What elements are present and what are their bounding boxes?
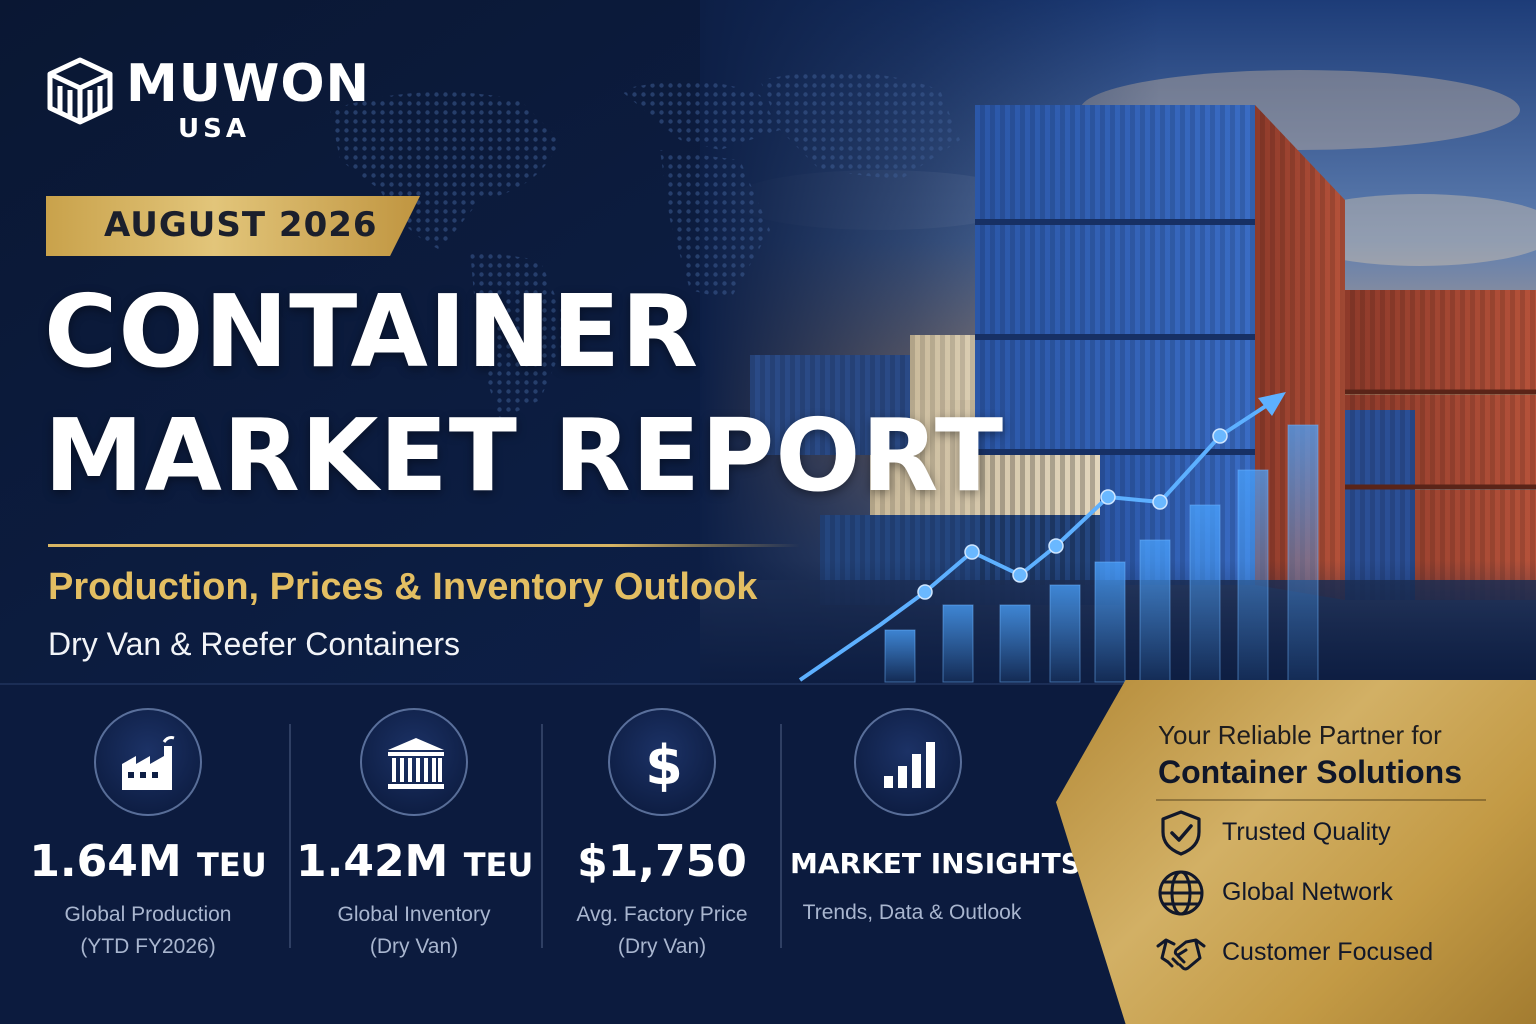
stat-icon-circle xyxy=(854,708,962,816)
feature-trusted-quality: Trusted Quality xyxy=(1156,808,1516,858)
feature-global-network: Global Network xyxy=(1156,868,1516,918)
stat-insights-label: Trends, Data & Outlook xyxy=(802,901,1022,924)
stat-divider xyxy=(541,724,543,948)
dollar-icon: $ xyxy=(645,734,683,796)
stat-production-label: Global Production xyxy=(64,903,232,926)
shield-check-icon xyxy=(1161,810,1201,856)
stat-price: $ $1,750 Avg. Factory Price (Dry Van) xyxy=(551,708,773,968)
brand-logo: MUWON USA xyxy=(46,50,386,150)
partner-headline: Container Solutions xyxy=(1158,754,1462,790)
headline-line-2: MARKET REPORT xyxy=(44,397,1005,514)
date-badge-label: AUGUST 2026 xyxy=(104,205,378,245)
stat-icon-circle xyxy=(94,708,202,816)
bar-chart-icon xyxy=(884,742,935,788)
date-badge: AUGUST 2026 xyxy=(46,196,420,256)
globe-icon xyxy=(1158,870,1204,916)
stat-divider xyxy=(780,724,782,948)
stat-price-sublabel: (Dry Van) xyxy=(617,935,707,958)
headline-subtitle: Production, Prices & Inventory Outlook xyxy=(48,566,758,608)
stat-divider xyxy=(289,724,291,948)
warehouse-icon xyxy=(388,738,444,789)
partner-tagline: Your Reliable Partner for xyxy=(1158,720,1442,750)
headline-subline: Dry Van & Reefer Containers xyxy=(48,626,461,662)
factory-icon xyxy=(122,736,175,790)
brand-subtitle: USA xyxy=(178,114,250,144)
cube-logo-icon xyxy=(47,57,113,125)
stat-insights-title: MARKET INSIGHTS xyxy=(790,847,1081,880)
stat-production-value: 1.64M TEU xyxy=(20,840,276,884)
stat-production-number: 1.64M xyxy=(29,836,182,887)
stat-inventory-value: 1.42M TEU xyxy=(296,840,534,884)
partner-divider xyxy=(1156,799,1486,801)
stat-inventory-label: Global Inventory xyxy=(337,903,491,926)
stat-inventory-sublabel: (Dry Van) xyxy=(369,935,459,958)
headline-line-1: CONTAINER xyxy=(44,273,700,390)
headline-divider xyxy=(48,544,800,547)
stat-production-sublabel: (YTD FY2026) xyxy=(80,935,216,958)
stat-production-unit: TEU xyxy=(197,846,267,884)
feature-label: Customer Focused xyxy=(1222,938,1434,966)
feature-label: Global Network xyxy=(1222,878,1393,906)
stat-production: 1.64M TEU Global Production (YTD FY2026) xyxy=(20,708,276,968)
brand-name: MUWON xyxy=(126,54,371,114)
partner-panel: Your Reliable Partner for Container Solu… xyxy=(1056,680,1536,1024)
stat-inventory-number: 1.42M xyxy=(296,836,449,887)
feature-customer-focused: Customer Focused xyxy=(1156,928,1516,978)
stat-inventory: 1.42M TEU Global Inventory (Dry Van) xyxy=(296,708,534,968)
stat-icon-circle xyxy=(360,708,468,816)
stat-icon-circle: $ xyxy=(608,708,716,816)
svg-text:$: $ xyxy=(645,734,683,796)
feature-label: Trusted Quality xyxy=(1222,818,1391,846)
stat-price-label: Avg. Factory Price xyxy=(576,903,748,926)
stat-insights: MARKET INSIGHTS Trends, Data & Outlook xyxy=(790,708,1081,968)
handshake-icon xyxy=(1156,938,1206,971)
stat-inventory-unit: TEU xyxy=(463,846,534,884)
stat-price-value: $1,750 xyxy=(577,836,747,887)
